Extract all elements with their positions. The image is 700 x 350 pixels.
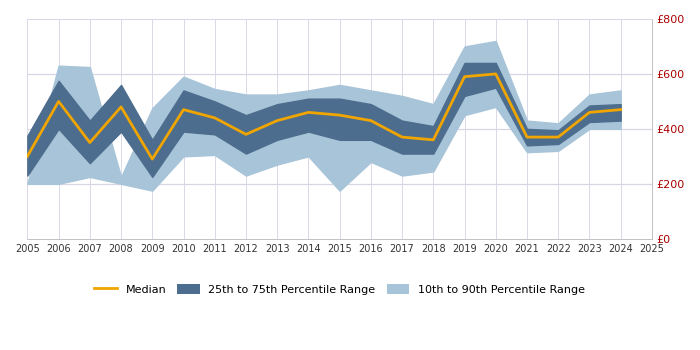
- Legend: Median, 25th to 75th Percentile Range, 10th to 90th Percentile Range: Median, 25th to 75th Percentile Range, 1…: [90, 279, 589, 299]
